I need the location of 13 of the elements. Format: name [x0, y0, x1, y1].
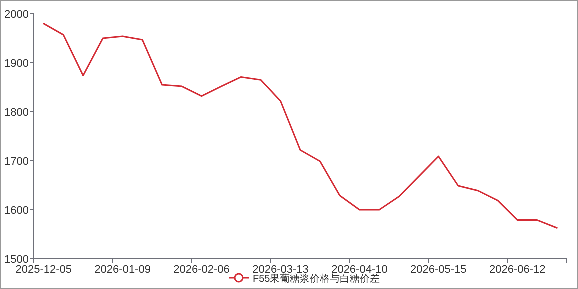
x-tick-label: 2025-12-05 [16, 264, 72, 276]
x-tick-label: 2026-01-09 [94, 264, 151, 276]
x-tick-label: 2026-05-15 [410, 264, 467, 276]
y-tick-label: 2000 [4, 9, 29, 21]
line-series [43, 23, 558, 229]
y-tick-label: 1600 [4, 205, 29, 217]
x-tick-label: 2026-06-12 [490, 264, 546, 276]
legend-label: F55果葡糖浆价格与白糖价差 [253, 273, 380, 285]
x-tick-label: 2026-02-06 [174, 264, 230, 276]
y-tick-label: 1900 [4, 58, 29, 70]
y-tick-label: 1800 [4, 107, 29, 119]
y-tick-label: 1700 [4, 156, 29, 168]
y-tick-label: 1500 [4, 254, 29, 266]
